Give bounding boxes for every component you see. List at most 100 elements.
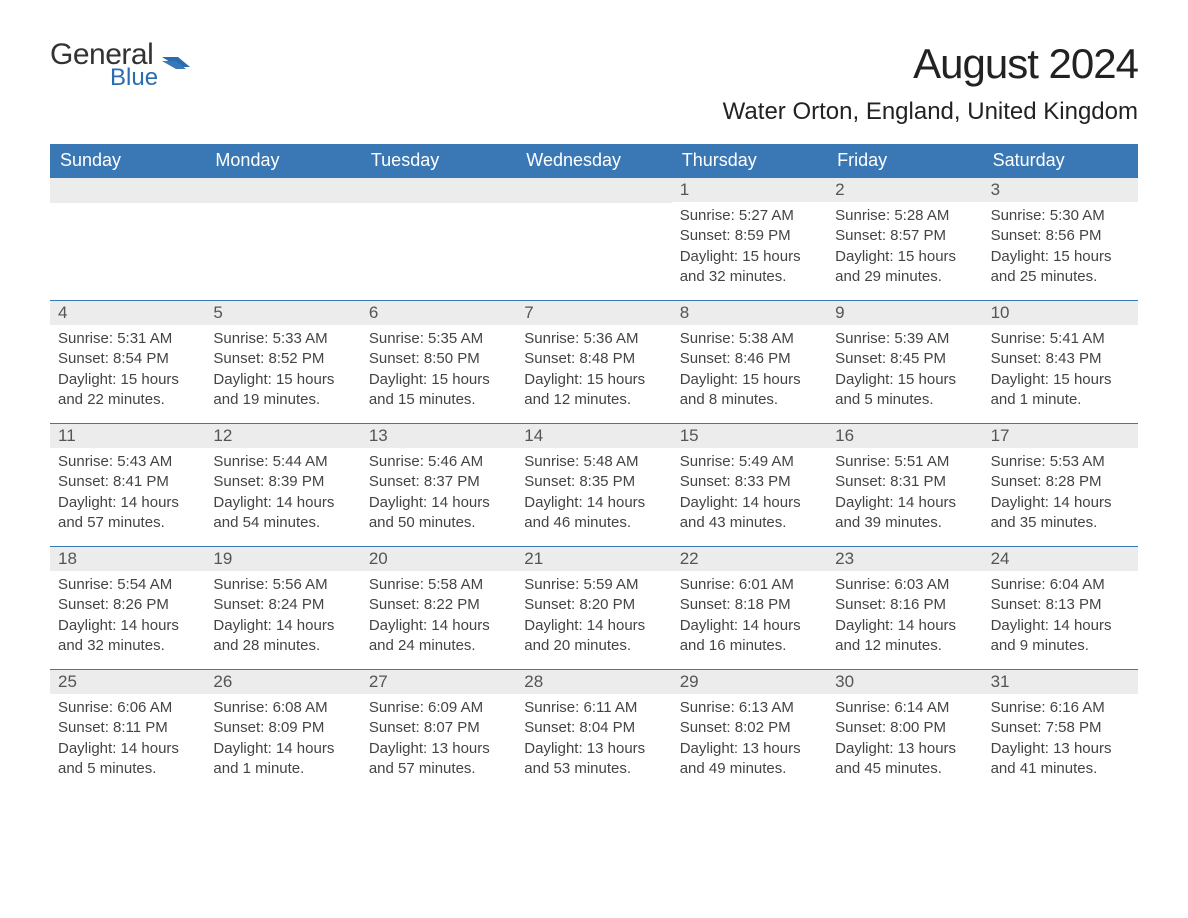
logo-text-blue: Blue [110, 66, 158, 90]
day-number: 24 [983, 547, 1138, 571]
week-row: 18Sunrise: 5:54 AMSunset: 8:26 PMDayligh… [50, 546, 1138, 669]
day-cell: 20Sunrise: 5:58 AMSunset: 8:22 PMDayligh… [361, 547, 516, 669]
day-body: Sunrise: 5:41 AMSunset: 8:43 PMDaylight:… [983, 325, 1138, 418]
weekday-header-cell: Tuesday [361, 144, 516, 177]
logo: General Blue [50, 40, 190, 90]
day-cell: 16Sunrise: 5:51 AMSunset: 8:31 PMDayligh… [827, 424, 982, 546]
sunset-line: Sunset: 8:18 PM [680, 595, 819, 615]
weekday-header-cell: Sunday [50, 144, 205, 177]
day-number: 14 [516, 424, 671, 448]
day-number: 8 [672, 301, 827, 325]
daylight-line: Daylight: 13 hours and 53 minutes. [524, 739, 663, 780]
daylight-line: Daylight: 14 hours and 54 minutes. [213, 493, 352, 534]
day-number: 21 [516, 547, 671, 571]
week-row: 1Sunrise: 5:27 AMSunset: 8:59 PMDaylight… [50, 177, 1138, 300]
day-number: 26 [205, 670, 360, 694]
sunset-line: Sunset: 8:24 PM [213, 595, 352, 615]
daylight-line: Daylight: 14 hours and 28 minutes. [213, 616, 352, 657]
day-number: 3 [983, 178, 1138, 202]
day-body: Sunrise: 5:59 AMSunset: 8:20 PMDaylight:… [516, 571, 671, 664]
day-cell: 27Sunrise: 6:09 AMSunset: 8:07 PMDayligh… [361, 670, 516, 792]
daylight-line: Daylight: 14 hours and 39 minutes. [835, 493, 974, 534]
day-cell [50, 178, 205, 300]
day-body: Sunrise: 5:48 AMSunset: 8:35 PMDaylight:… [516, 448, 671, 541]
daylight-line: Daylight: 14 hours and 46 minutes. [524, 493, 663, 534]
day-body: Sunrise: 5:27 AMSunset: 8:59 PMDaylight:… [672, 202, 827, 295]
sunrise-line: Sunrise: 5:35 AM [369, 329, 508, 349]
daylight-line: Daylight: 15 hours and 32 minutes. [680, 247, 819, 288]
day-cell: 12Sunrise: 5:44 AMSunset: 8:39 PMDayligh… [205, 424, 360, 546]
sunset-line: Sunset: 7:58 PM [991, 718, 1130, 738]
day-number: 30 [827, 670, 982, 694]
day-number: 9 [827, 301, 982, 325]
daylight-line: Daylight: 14 hours and 50 minutes. [369, 493, 508, 534]
week-row: 4Sunrise: 5:31 AMSunset: 8:54 PMDaylight… [50, 300, 1138, 423]
sunrise-line: Sunrise: 6:13 AM [680, 698, 819, 718]
sunset-line: Sunset: 8:35 PM [524, 472, 663, 492]
sunset-line: Sunset: 8:57 PM [835, 226, 974, 246]
sunrise-line: Sunrise: 5:39 AM [835, 329, 974, 349]
sunset-line: Sunset: 8:11 PM [58, 718, 197, 738]
sunset-line: Sunset: 8:04 PM [524, 718, 663, 738]
day-body: Sunrise: 6:09 AMSunset: 8:07 PMDaylight:… [361, 694, 516, 787]
sunrise-line: Sunrise: 5:59 AM [524, 575, 663, 595]
title-area: August 2024 Water Orton, England, United… [723, 40, 1138, 126]
day-body: Sunrise: 6:11 AMSunset: 8:04 PMDaylight:… [516, 694, 671, 787]
sunset-line: Sunset: 8:52 PM [213, 349, 352, 369]
day-number: 22 [672, 547, 827, 571]
sunrise-line: Sunrise: 5:56 AM [213, 575, 352, 595]
day-body: Sunrise: 5:36 AMSunset: 8:48 PMDaylight:… [516, 325, 671, 418]
sunset-line: Sunset: 8:45 PM [835, 349, 974, 369]
day-cell: 28Sunrise: 6:11 AMSunset: 8:04 PMDayligh… [516, 670, 671, 792]
sunset-line: Sunset: 8:56 PM [991, 226, 1130, 246]
sunset-line: Sunset: 8:50 PM [369, 349, 508, 369]
day-number: 12 [205, 424, 360, 448]
day-number: 28 [516, 670, 671, 694]
day-body: Sunrise: 5:54 AMSunset: 8:26 PMDaylight:… [50, 571, 205, 664]
sunset-line: Sunset: 8:02 PM [680, 718, 819, 738]
empty-day-header [516, 178, 671, 203]
day-cell: 22Sunrise: 6:01 AMSunset: 8:18 PMDayligh… [672, 547, 827, 669]
day-cell: 30Sunrise: 6:14 AMSunset: 8:00 PMDayligh… [827, 670, 982, 792]
day-cell: 11Sunrise: 5:43 AMSunset: 8:41 PMDayligh… [50, 424, 205, 546]
sunrise-line: Sunrise: 5:30 AM [991, 206, 1130, 226]
daylight-line: Daylight: 15 hours and 29 minutes. [835, 247, 974, 288]
day-number: 1 [672, 178, 827, 202]
daylight-line: Daylight: 13 hours and 57 minutes. [369, 739, 508, 780]
daylight-line: Daylight: 15 hours and 8 minutes. [680, 370, 819, 411]
day-number: 13 [361, 424, 516, 448]
day-cell: 24Sunrise: 6:04 AMSunset: 8:13 PMDayligh… [983, 547, 1138, 669]
sunrise-line: Sunrise: 5:43 AM [58, 452, 197, 472]
day-number: 10 [983, 301, 1138, 325]
daylight-line: Daylight: 15 hours and 25 minutes. [991, 247, 1130, 288]
sunrise-line: Sunrise: 5:38 AM [680, 329, 819, 349]
day-cell: 7Sunrise: 5:36 AMSunset: 8:48 PMDaylight… [516, 301, 671, 423]
day-cell: 4Sunrise: 5:31 AMSunset: 8:54 PMDaylight… [50, 301, 205, 423]
daylight-line: Daylight: 14 hours and 20 minutes. [524, 616, 663, 657]
day-number: 11 [50, 424, 205, 448]
day-cell: 8 Sunrise: 5:38 AMSunset: 8:46 PMDaylight… [672, 301, 827, 423]
day-body: Sunrise: 6:03 AMSunset: 8:16 PMDaylight:… [827, 571, 982, 664]
sunset-line: Sunset: 8:59 PM [680, 226, 819, 246]
weekday-header-cell: Monday [205, 144, 360, 177]
sunset-line: Sunset: 8:46 PM [680, 349, 819, 369]
sunrise-line: Sunrise: 5:44 AM [213, 452, 352, 472]
daylight-line: Daylight: 15 hours and 15 minutes. [369, 370, 508, 411]
day-cell [205, 178, 360, 300]
daylight-line: Daylight: 15 hours and 19 minutes. [213, 370, 352, 411]
day-cell: 29Sunrise: 6:13 AMSunset: 8:02 PMDayligh… [672, 670, 827, 792]
day-body: Sunrise: 5:58 AMSunset: 8:22 PMDaylight:… [361, 571, 516, 664]
day-body: Sunrise: 5:46 AMSunset: 8:37 PMDaylight:… [361, 448, 516, 541]
month-title: August 2024 [723, 40, 1138, 88]
sunrise-line: Sunrise: 5:41 AM [991, 329, 1130, 349]
sunset-line: Sunset: 8:33 PM [680, 472, 819, 492]
day-cell: 9Sunrise: 5:39 AMSunset: 8:45 PMDaylight… [827, 301, 982, 423]
day-number: 16 [827, 424, 982, 448]
weekday-header-cell: Friday [827, 144, 982, 177]
sunset-line: Sunset: 8:09 PM [213, 718, 352, 738]
day-number: 7 [516, 301, 671, 325]
daylight-line: Daylight: 14 hours and 12 minutes. [835, 616, 974, 657]
sunrise-line: Sunrise: 5:27 AM [680, 206, 819, 226]
day-number: 25 [50, 670, 205, 694]
sunset-line: Sunset: 8:16 PM [835, 595, 974, 615]
